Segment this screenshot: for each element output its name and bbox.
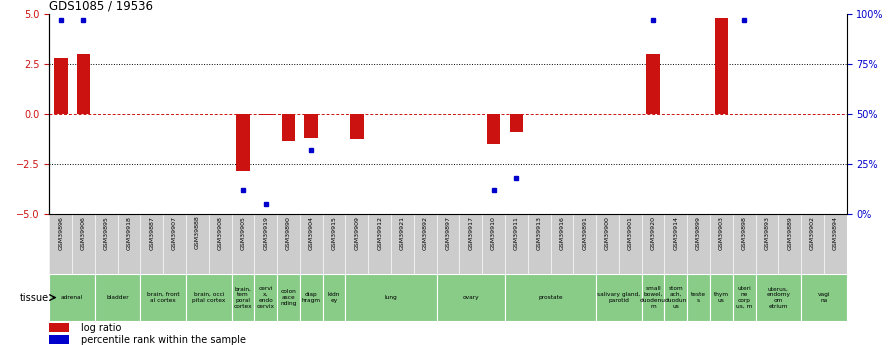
Text: GSM39895: GSM39895 — [104, 216, 108, 249]
Bar — [277, 274, 300, 321]
Bar — [436, 274, 505, 321]
Text: GSM39917: GSM39917 — [469, 216, 473, 250]
Text: vagi
na: vagi na — [818, 292, 831, 303]
Text: GSM39905: GSM39905 — [240, 216, 246, 249]
Text: GSM39887: GSM39887 — [150, 216, 154, 249]
Text: GSM39896: GSM39896 — [58, 216, 64, 249]
Bar — [237, 114, 250, 171]
Text: GSM39903: GSM39903 — [719, 216, 724, 250]
Bar — [49, 335, 69, 344]
Bar — [646, 54, 659, 114]
Bar — [665, 274, 687, 321]
Text: GSM39893: GSM39893 — [764, 216, 770, 250]
Text: small
bowel,
duodenu
m: small bowel, duodenu m — [640, 286, 666, 309]
Bar — [49, 323, 69, 332]
Text: percentile rank within the sample: percentile rank within the sample — [82, 335, 246, 345]
Bar — [350, 114, 364, 139]
Text: prostate: prostate — [538, 295, 563, 300]
Bar — [755, 274, 801, 321]
Text: GSM39907: GSM39907 — [172, 216, 177, 250]
Text: GSM39920: GSM39920 — [650, 216, 656, 250]
Bar — [54, 58, 67, 114]
Text: GSM39890: GSM39890 — [286, 216, 291, 249]
Text: GSM39888: GSM39888 — [194, 216, 200, 249]
Bar — [733, 274, 755, 321]
Text: uteri
ne
corp
us, m: uteri ne corp us, m — [736, 286, 753, 309]
Text: colon
asce
nding: colon asce nding — [280, 289, 297, 306]
Text: tissue: tissue — [20, 293, 49, 303]
Text: GSM39919: GSM39919 — [263, 216, 268, 250]
Bar — [642, 274, 665, 321]
Text: diap
hragm: diap hragm — [302, 292, 321, 303]
Text: GSM39904: GSM39904 — [309, 216, 314, 250]
Text: stom
ach,
duodun
us: stom ach, duodun us — [665, 286, 687, 309]
Text: GSM39889: GSM39889 — [788, 216, 792, 249]
Text: salivary gland,
parotid: salivary gland, parotid — [598, 292, 641, 303]
Bar — [323, 274, 346, 321]
Text: GSM39901: GSM39901 — [628, 216, 633, 249]
Bar — [505, 274, 596, 321]
Text: cervi
x,
endo
cervix: cervi x, endo cervix — [257, 286, 275, 309]
Text: kidn
ey: kidn ey — [328, 292, 340, 303]
Bar — [510, 114, 523, 132]
Text: GSM39906: GSM39906 — [81, 216, 86, 249]
Text: GSM39897: GSM39897 — [445, 216, 451, 250]
Bar — [49, 274, 95, 321]
Text: brain, occi
pital cortex: brain, occi pital cortex — [192, 292, 226, 303]
Text: GSM39899: GSM39899 — [696, 216, 702, 250]
Text: thym
us: thym us — [714, 292, 729, 303]
Bar — [231, 274, 254, 321]
Text: GDS1085 / 19536: GDS1085 / 19536 — [49, 0, 153, 13]
Text: GSM39892: GSM39892 — [423, 216, 427, 250]
Text: GSM39891: GSM39891 — [582, 216, 587, 249]
Text: GSM39918: GSM39918 — [126, 216, 132, 249]
Text: uterus,
endomy
om
etrium: uterus, endomy om etrium — [766, 286, 790, 309]
Bar — [281, 114, 296, 141]
Text: GSM39913: GSM39913 — [537, 216, 542, 250]
Text: GSM39916: GSM39916 — [559, 216, 564, 249]
Text: adrenal: adrenal — [61, 295, 83, 300]
Text: brain,
tem
poral
cortex: brain, tem poral cortex — [234, 286, 253, 309]
Bar — [77, 54, 90, 114]
Text: GSM39921: GSM39921 — [400, 216, 405, 250]
Text: GSM39908: GSM39908 — [218, 216, 223, 249]
Bar — [346, 274, 436, 321]
Text: GSM39912: GSM39912 — [377, 216, 383, 250]
Text: GSM39898: GSM39898 — [742, 216, 746, 249]
Text: GSM39910: GSM39910 — [491, 216, 496, 249]
Bar — [300, 274, 323, 321]
Bar — [95, 274, 141, 321]
Bar — [715, 18, 728, 114]
Text: GSM39911: GSM39911 — [513, 216, 519, 249]
Bar — [487, 114, 500, 144]
Text: GSM39894: GSM39894 — [832, 216, 838, 250]
Bar — [710, 274, 733, 321]
Text: ovary: ovary — [462, 295, 479, 300]
Bar — [141, 274, 186, 321]
Text: GSM39914: GSM39914 — [673, 216, 678, 250]
Bar — [596, 274, 642, 321]
Text: GSM39902: GSM39902 — [810, 216, 815, 250]
Text: brain, front
al cortex: brain, front al cortex — [147, 292, 179, 303]
Text: teste
s: teste s — [691, 292, 706, 303]
Text: lung: lung — [384, 295, 398, 300]
Bar — [254, 274, 277, 321]
Bar — [186, 274, 231, 321]
Text: GSM39915: GSM39915 — [332, 216, 337, 249]
Bar — [305, 114, 318, 138]
Bar — [687, 274, 710, 321]
Bar — [801, 274, 847, 321]
Text: log ratio: log ratio — [82, 323, 122, 333]
Text: GSM39900: GSM39900 — [605, 216, 610, 249]
Text: GSM39909: GSM39909 — [354, 216, 359, 250]
Bar — [259, 114, 272, 115]
Text: bladder: bladder — [107, 295, 129, 300]
